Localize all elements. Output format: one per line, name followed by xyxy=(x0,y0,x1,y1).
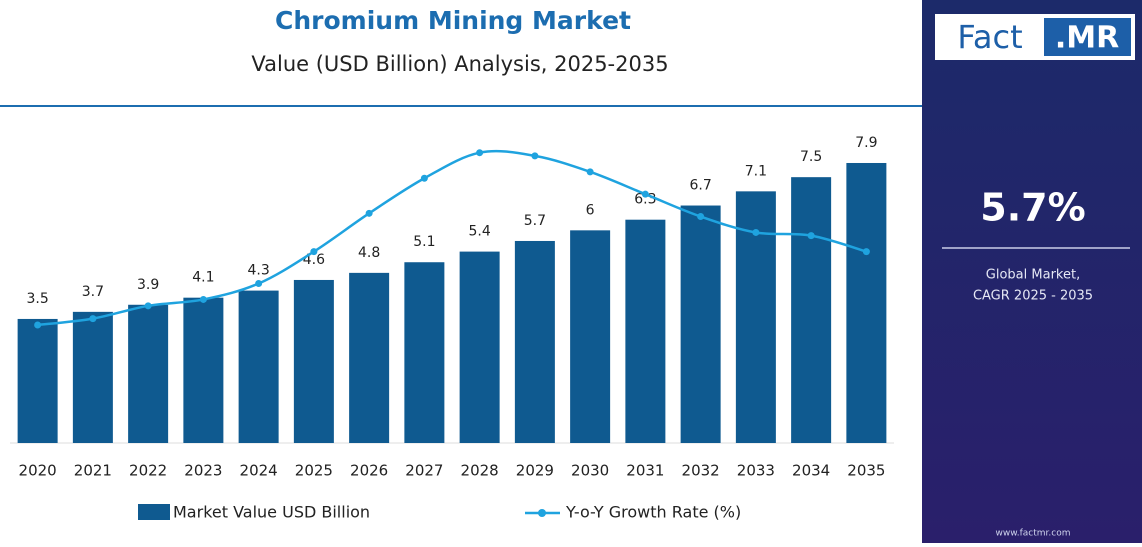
bar xyxy=(349,272,390,443)
growth-point xyxy=(752,228,760,236)
logo-text: .MR xyxy=(1055,21,1119,56)
x-tick-label: 2024 xyxy=(240,462,278,480)
legend-swatch xyxy=(538,509,546,517)
x-tick-label: 2029 xyxy=(516,462,554,480)
value-label: 5.4 xyxy=(468,224,490,240)
value-label: 6 xyxy=(586,202,595,218)
growth-point xyxy=(420,174,428,182)
value-label: 7.9 xyxy=(855,135,877,151)
bar xyxy=(625,219,666,443)
x-tick-label: 2021 xyxy=(74,462,112,480)
growth-point xyxy=(807,232,815,240)
chart-subtitle: Value (USD Billion) Analysis, 2025-2035 xyxy=(251,52,668,76)
value-label: 4.1 xyxy=(192,270,214,286)
bar xyxy=(791,177,832,443)
x-tick-label: 2027 xyxy=(405,462,443,480)
logo-text: Fact xyxy=(957,18,1022,56)
value-label: 7.5 xyxy=(800,149,822,165)
growth-point xyxy=(255,280,263,287)
value-label: 6.7 xyxy=(689,178,711,194)
value-label: 4.8 xyxy=(358,245,380,261)
legend-swatch xyxy=(138,504,170,520)
x-tick-label: 2033 xyxy=(737,462,775,480)
x-tick-label: 2025 xyxy=(295,462,333,480)
x-tick-label: 2028 xyxy=(461,462,499,480)
bar xyxy=(514,240,555,443)
x-tick-label: 2026 xyxy=(350,462,388,480)
bar xyxy=(293,279,334,443)
growth-point xyxy=(199,295,207,303)
growth-point xyxy=(310,248,318,256)
x-tick-label: 2030 xyxy=(571,462,609,480)
growth-point xyxy=(697,213,705,221)
value-label: 3.7 xyxy=(82,284,104,300)
url: www.factmr.com xyxy=(995,529,1070,539)
logo-accent xyxy=(1044,18,1131,56)
value-label: 4.3 xyxy=(247,263,269,279)
growth-point xyxy=(476,149,484,157)
bar xyxy=(570,230,611,443)
cagr-caption: CAGR 2025 - 2035 xyxy=(973,289,1093,304)
bar xyxy=(72,311,113,443)
value-label: 5.7 xyxy=(524,213,546,229)
bar xyxy=(17,318,58,443)
growth-point xyxy=(144,302,152,310)
x-tick-label: 2034 xyxy=(792,462,830,480)
value-label: 5.1 xyxy=(413,234,435,250)
bar xyxy=(404,262,445,443)
legend-label: Y-o-Y Growth Rate (%) xyxy=(565,503,741,522)
x-tick-label: 2035 xyxy=(847,462,885,480)
legend-label: Market Value USD Billion xyxy=(173,503,370,522)
value-label: 7.1 xyxy=(745,163,767,179)
plot: 3.520203.720213.920224.120234.320244.620… xyxy=(10,135,894,522)
x-tick-label: 2020 xyxy=(19,462,57,480)
growth-point xyxy=(641,190,649,198)
growth-point xyxy=(586,168,594,176)
growth-point xyxy=(862,248,870,256)
growth-point xyxy=(531,152,539,160)
x-tick-label: 2032 xyxy=(682,462,720,480)
growth-point xyxy=(89,315,97,323)
sidebar xyxy=(922,0,1142,543)
growth-point xyxy=(34,321,42,329)
bar xyxy=(459,251,500,443)
value-label: 3.9 xyxy=(137,277,159,293)
cagr-caption: Global Market, xyxy=(986,268,1080,283)
growth-point xyxy=(365,209,373,217)
bar xyxy=(238,290,279,443)
bar xyxy=(846,162,887,443)
bar xyxy=(128,304,169,443)
growth-line xyxy=(37,149,867,327)
x-tick-label: 2023 xyxy=(184,462,222,480)
chart-title: Chromium Mining Market xyxy=(275,6,631,35)
value-label: 3.5 xyxy=(26,291,48,307)
x-tick-label: 2022 xyxy=(129,462,167,480)
cagr-value: 5.7% xyxy=(980,186,1085,230)
bar xyxy=(183,297,224,443)
bar xyxy=(680,205,721,443)
x-tick-label: 2031 xyxy=(626,462,664,480)
